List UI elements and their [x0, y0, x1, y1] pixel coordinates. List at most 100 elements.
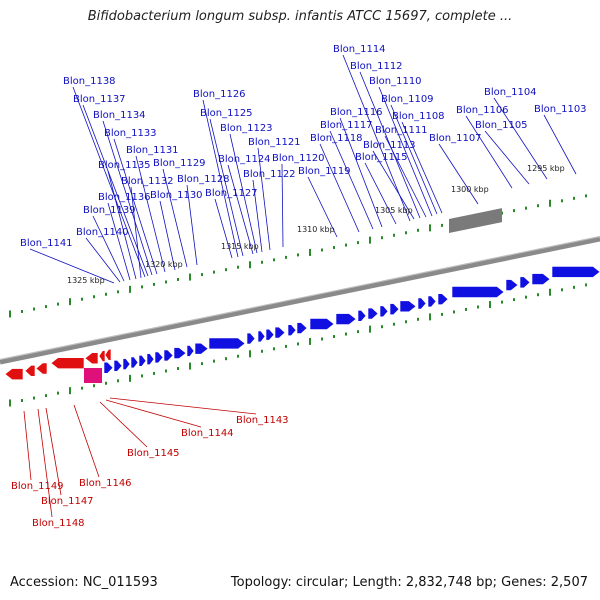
leader-line-forward: [72, 86, 146, 278]
leader-line-forward: [493, 97, 548, 180]
reverse-gene-arrow: [4, 368, 24, 380]
gene-label-forward: Blon_1136: [98, 192, 151, 203]
forward-gene-arrow: [130, 356, 139, 369]
gene-label-forward: Blon_1125: [200, 108, 253, 119]
gene-label-reverse: Blon_1147: [41, 496, 94, 507]
forward-gene-arrow: [113, 360, 123, 372]
scale-labels: 1325 kbp 1320 kbp 1315 kbp 1310 kbp 1305 kbp…: [67, 164, 565, 285]
forward-gene-arrow: [367, 307, 379, 320]
leader-line-reverse: [105, 399, 202, 428]
leader-line-forward: [82, 104, 149, 277]
gene-label-forward: Blon_1117: [320, 120, 373, 131]
leader-line-forward: [229, 133, 258, 254]
leader-line-forward: [107, 170, 137, 280]
forward-gene-arrow: [163, 349, 174, 362]
reverse-gene-arrow: [104, 349, 112, 361]
genome-backbone: [0, 235, 600, 365]
scale-label: 1325 kbp: [67, 276, 105, 285]
leader-line-forward: [372, 150, 415, 220]
leader-line-forward: [92, 215, 125, 282]
leader-line-forward: [484, 130, 530, 185]
forward-gene-arrow: [265, 328, 275, 341]
forward-gene-arrow: [287, 324, 297, 336]
gene-label-reverse: Blon_1148: [32, 518, 85, 529]
forward-gene-arrow: [551, 266, 600, 278]
forward-gene-arrow: [138, 354, 147, 367]
leader-line-forward: [543, 114, 577, 175]
gene-label-forward: Blon_1134: [93, 110, 146, 121]
leader-line-forward: [29, 248, 115, 284]
topology-text: Topology: circular; Length: 2,832,748 bp…: [230, 575, 588, 590]
leader-line-forward: [214, 198, 233, 259]
backbone-line: [0, 236, 600, 365]
leader-line-forward: [107, 202, 131, 281]
gene-label-forward: Blon_1104: [484, 87, 537, 98]
reverse-gene-arrow: [50, 357, 85, 369]
gene-label-forward: Blon_1107: [429, 133, 482, 144]
forward-gene-arrow: [437, 293, 449, 305]
leader-line-reverse: [45, 407, 62, 496]
leader-line-forward: [162, 168, 188, 268]
leader-line-forward: [281, 163, 284, 248]
gene-label-forward: Blon_1128: [177, 174, 230, 185]
leader-line-reverse: [109, 397, 257, 415]
forward-gene-arrow: [146, 353, 155, 365]
leader-line-forward: [113, 138, 158, 275]
gene-label-forward: Blon_1127: [205, 188, 258, 199]
leader-line-forward: [102, 120, 153, 276]
forward-gene-arrow: [379, 305, 389, 318]
gene-label-reverse: Blon_1143: [236, 415, 289, 426]
gene-label-forward: Blon_1108: [392, 111, 445, 122]
gene-label-forward: Blon_1112: [350, 61, 403, 72]
forward-gene-arrow: [274, 326, 286, 339]
forward-gene-arrow: [335, 313, 357, 325]
forward-gene-arrow: [505, 279, 519, 291]
gene-label-forward: Blon_1124: [218, 154, 271, 165]
gene-label-forward: Blon_1109: [381, 94, 434, 105]
gene-label-forward: Blon_1120: [272, 153, 325, 164]
leader-line-forward: [401, 121, 443, 214]
backbone-highlight: [0, 235, 600, 361]
gene-label-forward: Blon_1122: [243, 169, 296, 180]
gene-label-forward: Blon_1132: [121, 176, 174, 187]
forward-gene-arrow: [122, 358, 131, 370]
leader-line-forward: [438, 143, 479, 205]
map-title: Bifidobacterium longum subsp. infantis A…: [87, 9, 513, 24]
leader-line-reverse: [37, 408, 53, 518]
gene-label-forward: Blon_1126: [193, 89, 246, 100]
leader-line-forward: [202, 99, 239, 258]
gene-label-forward: Blon_1139: [83, 205, 136, 216]
forward-gene-arrow: [208, 337, 246, 350]
gene-label-reverse: Blon_1146: [79, 478, 132, 489]
gene-label-reverse: Blon_1144: [181, 428, 234, 439]
label-leader-lines: [23, 54, 577, 518]
forward-gene-arrow: [186, 345, 195, 357]
gene-labels: Blon_1141Blon_1140Blon_1139Blon_1136Blon…: [11, 44, 587, 529]
forward-gene-arrow: [357, 309, 367, 322]
scale-label: 1300 kbp: [451, 185, 489, 194]
leader-line-forward: [85, 237, 121, 283]
leader-line-forward: [319, 143, 360, 233]
gene-label-forward: Blon_1114: [333, 44, 386, 55]
forward-gene-arrow: [519, 276, 531, 289]
gene-label-forward: Blon_1121: [248, 137, 301, 148]
leader-line-forward: [257, 147, 271, 251]
gene-label-reverse: Blon_1145: [127, 448, 180, 459]
reverse-gene-arrow: [84, 352, 99, 365]
forward-gene-arrow: [399, 300, 417, 313]
forward-gene-arrow: [389, 303, 400, 315]
gene-label-forward: Blon_1115: [355, 152, 408, 163]
forward-gene-arrow: [194, 342, 209, 355]
leader-line-forward: [390, 104, 438, 215]
forward-gene-arrow: [154, 351, 164, 364]
leader-line-forward: [135, 155, 166, 273]
gene-label-forward: Blon_1137: [73, 94, 126, 105]
gene-label-forward: Blon_1131: [126, 145, 179, 156]
gene-label-forward: Blon_1111: [375, 125, 428, 136]
leader-line-forward: [252, 179, 263, 253]
accession-text: Accession: NC_011593: [10, 575, 158, 590]
scale-label: 1305 kbp: [375, 206, 413, 215]
leader-line-forward: [339, 117, 383, 228]
gene-label-forward: Blon_1130: [150, 190, 203, 201]
